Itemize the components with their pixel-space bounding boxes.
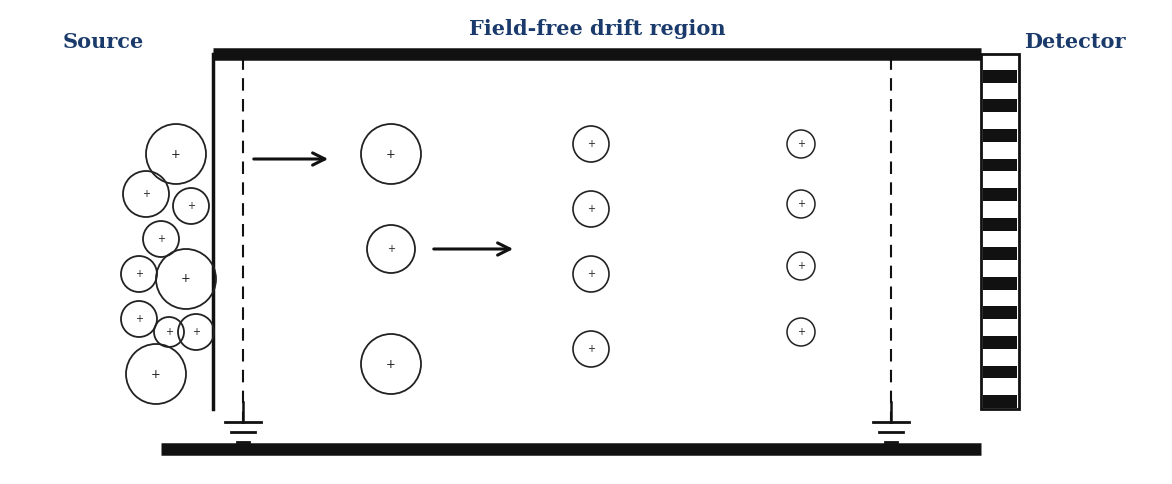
Text: +: + xyxy=(587,204,595,214)
Text: +: + xyxy=(797,327,805,337)
Text: +: + xyxy=(797,139,805,149)
Bar xyxy=(983,365,1017,378)
Text: +: + xyxy=(387,244,395,254)
Text: +: + xyxy=(587,139,595,149)
Bar xyxy=(983,306,1017,319)
Text: +: + xyxy=(135,269,143,279)
Bar xyxy=(983,129,1017,142)
Bar xyxy=(983,336,1017,349)
Text: Source: Source xyxy=(63,32,144,52)
Text: +: + xyxy=(171,148,180,161)
Text: +: + xyxy=(386,358,396,370)
Bar xyxy=(983,218,1017,230)
Bar xyxy=(983,188,1017,201)
Text: +: + xyxy=(192,327,200,337)
Text: +: + xyxy=(165,327,173,337)
Bar xyxy=(983,70,1017,83)
Bar xyxy=(981,54,1018,409)
Text: +: + xyxy=(157,234,165,244)
Bar xyxy=(983,277,1017,289)
Text: +: + xyxy=(182,272,191,286)
Text: +: + xyxy=(587,344,595,354)
Text: +: + xyxy=(587,269,595,279)
Text: Detector: Detector xyxy=(1024,32,1125,52)
Bar xyxy=(983,159,1017,171)
Text: Field-free drift region: Field-free drift region xyxy=(469,19,725,39)
Text: +: + xyxy=(797,199,805,209)
Bar xyxy=(983,395,1017,408)
Text: +: + xyxy=(797,261,805,271)
Text: +: + xyxy=(135,314,143,324)
Text: +: + xyxy=(188,201,195,211)
Text: +: + xyxy=(151,367,161,380)
Bar xyxy=(983,247,1017,260)
Text: +: + xyxy=(142,189,150,199)
Bar xyxy=(983,99,1017,112)
Text: +: + xyxy=(386,148,396,161)
